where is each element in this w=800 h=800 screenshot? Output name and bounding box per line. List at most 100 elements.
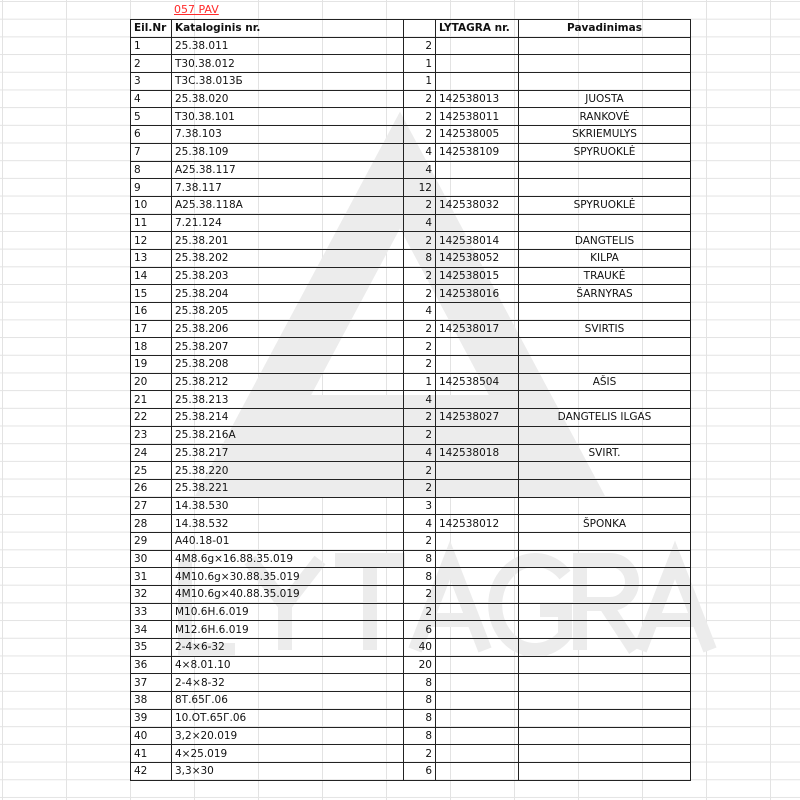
cell-eil-nr[interactable]: 1 xyxy=(130,36,172,56)
cell-quantity[interactable]: 2 xyxy=(403,478,436,498)
cell-quantity[interactable]: 1 xyxy=(403,54,436,74)
cell-katalog-nr[interactable]: Т30.38.101 xyxy=(171,107,404,127)
cell-lytagra-nr[interactable] xyxy=(435,425,519,445)
cell-katalog-nr[interactable]: 25.38.011 xyxy=(171,36,404,56)
cell-quantity[interactable]: 3 xyxy=(403,496,436,516)
cell-lytagra-nr[interactable]: 142538017 xyxy=(435,319,519,339)
cell-katalog-nr[interactable]: 3,2×20.019 xyxy=(171,726,404,746)
cell-eil-nr[interactable]: 35 xyxy=(130,638,172,657)
cell-lytagra-nr[interactable] xyxy=(435,744,519,763)
cell-quantity[interactable]: 2 xyxy=(403,461,436,480)
cell-lytagra-nr[interactable] xyxy=(435,531,519,551)
cell-quantity[interactable]: 4 xyxy=(403,213,436,233)
cell-lytagra-nr[interactable]: 142538018 xyxy=(435,443,519,463)
cell-eil-nr[interactable]: 22 xyxy=(130,408,172,427)
cell-katalog-nr[interactable]: 25.38.204 xyxy=(171,284,404,303)
cell-pavadinimas[interactable] xyxy=(518,708,691,728)
cell-lytagra-nr[interactable]: 142538504 xyxy=(435,372,519,392)
cell-katalog-nr[interactable]: 7.21.124 xyxy=(171,213,404,233)
cell-quantity[interactable]: 8 xyxy=(403,248,436,268)
cell-quantity[interactable]: 4 xyxy=(403,390,436,410)
cell-pavadinimas[interactable]: SPYRUOKLĖ xyxy=(518,195,691,215)
cell-lytagra-nr[interactable] xyxy=(435,567,519,586)
cell-eil-nr[interactable]: 12 xyxy=(130,231,172,250)
cell-lytagra-nr[interactable] xyxy=(435,302,519,321)
cell-katalog-nr[interactable]: А25.38.118А xyxy=(171,195,404,215)
cell-pavadinimas[interactable]: ŠARNYRAS xyxy=(518,284,691,303)
cell-katalog-nr[interactable]: Т3С.38.013Б xyxy=(171,72,404,91)
cell-lytagra-nr[interactable] xyxy=(435,36,519,56)
cell-quantity[interactable]: 4 xyxy=(403,160,436,180)
cell-lytagra-nr[interactable] xyxy=(435,160,519,180)
cell-lytagra-nr[interactable] xyxy=(435,602,519,622)
cell-quantity[interactable]: 2 xyxy=(403,89,436,109)
cell-quantity[interactable]: 8 xyxy=(403,673,436,693)
cell-eil-nr[interactable]: 41 xyxy=(130,744,172,763)
cell-katalog-nr[interactable]: 25.38.020 xyxy=(171,89,404,109)
cell-pavadinimas[interactable] xyxy=(518,761,691,781)
cell-lytagra-nr[interactable]: 142538013 xyxy=(435,89,519,109)
cell-eil-nr[interactable]: 29 xyxy=(130,531,172,551)
cell-pavadinimas[interactable]: SVIRT. xyxy=(518,443,691,463)
cell-quantity[interactable]: 1 xyxy=(403,372,436,392)
cell-pavadinimas[interactable] xyxy=(518,496,691,516)
cell-pavadinimas[interactable] xyxy=(518,160,691,180)
cell-katalog-nr[interactable]: 25.38.214 xyxy=(171,408,404,427)
cell-katalog-nr[interactable]: 25.38.203 xyxy=(171,266,404,286)
cell-katalog-nr[interactable]: 2-4×6-32 xyxy=(171,638,404,657)
cell-lytagra-nr[interactable] xyxy=(435,673,519,693)
cell-pavadinimas[interactable] xyxy=(518,638,691,657)
cell-pavadinimas[interactable] xyxy=(518,585,691,604)
cell-lytagra-nr[interactable] xyxy=(435,655,519,675)
cell-pavadinimas[interactable]: KILPA xyxy=(518,248,691,268)
cell-pavadinimas[interactable]: ŠPONKA xyxy=(518,514,691,533)
cell-pavadinimas[interactable]: SKRIEMULYS xyxy=(518,125,691,144)
cell-pavadinimas[interactable]: DANGTELIS ILGAS xyxy=(518,408,691,427)
cell-quantity[interactable]: 2 xyxy=(403,744,436,763)
cell-katalog-nr[interactable]: 4×25.019 xyxy=(171,744,404,763)
cell-katalog-nr[interactable]: 7.38.117 xyxy=(171,178,404,197)
cell-katalog-nr[interactable]: 25.38.217 xyxy=(171,443,404,463)
cell-lytagra-nr[interactable]: 142538015 xyxy=(435,266,519,286)
cell-katalog-nr[interactable]: 25.38.201 xyxy=(171,231,404,250)
cell-katalog-nr[interactable]: 2-4×8-32 xyxy=(171,673,404,693)
cell-katalog-nr[interactable]: 10.ОТ.65Г.06 xyxy=(171,708,404,728)
cell-lytagra-nr[interactable] xyxy=(435,390,519,410)
cell-pavadinimas[interactable] xyxy=(518,390,691,410)
cell-pavadinimas[interactable] xyxy=(518,673,691,693)
cell-lytagra-nr[interactable]: 142538011 xyxy=(435,107,519,127)
cell-quantity[interactable]: 2 xyxy=(403,195,436,215)
cell-eil-nr[interactable]: 33 xyxy=(130,602,172,622)
cell-quantity[interactable]: 2 xyxy=(403,602,436,622)
cell-eil-nr[interactable]: 5 xyxy=(130,107,172,127)
cell-quantity[interactable]: 12 xyxy=(403,178,436,197)
cell-lytagra-nr[interactable] xyxy=(435,478,519,498)
cell-lytagra-nr[interactable]: 142538016 xyxy=(435,284,519,303)
cell-lytagra-nr[interactable]: 142538052 xyxy=(435,248,519,268)
cell-pavadinimas[interactable] xyxy=(518,620,691,640)
cell-pavadinimas[interactable] xyxy=(518,744,691,763)
cell-katalog-nr[interactable]: Т30.38.012 xyxy=(171,54,404,74)
cell-eil-nr[interactable]: 42 xyxy=(130,761,172,781)
cell-katalog-nr[interactable]: 3,3×30 xyxy=(171,761,404,781)
cell-quantity[interactable]: 2 xyxy=(403,355,436,374)
cell-eil-nr[interactable]: 32 xyxy=(130,585,172,604)
cell-lytagra-nr[interactable] xyxy=(435,72,519,91)
cell-pavadinimas[interactable] xyxy=(518,567,691,586)
cell-katalog-nr[interactable]: 25.38.109 xyxy=(171,142,404,162)
cell-pavadinimas[interactable]: SVIRTIS xyxy=(518,319,691,339)
cell-quantity[interactable]: 6 xyxy=(403,761,436,781)
cell-quantity[interactable]: 8 xyxy=(403,567,436,586)
cell-lytagra-nr[interactable] xyxy=(435,54,519,74)
cell-pavadinimas[interactable] xyxy=(518,549,691,569)
cell-quantity[interactable]: 4 xyxy=(403,142,436,162)
cell-pavadinimas[interactable]: DANGTELIS xyxy=(518,231,691,250)
cell-quantity[interactable]: 4 xyxy=(403,443,436,463)
cell-lytagra-nr[interactable]: 142538027 xyxy=(435,408,519,427)
cell-lytagra-nr[interactable]: 142538032 xyxy=(435,195,519,215)
cell-katalog-nr[interactable]: 25.38.206 xyxy=(171,319,404,339)
cell-pavadinimas[interactable] xyxy=(518,655,691,675)
cell-eil-nr[interactable]: 10 xyxy=(130,195,172,215)
cell-quantity[interactable]: 8 xyxy=(403,691,436,710)
cell-lytagra-nr[interactable] xyxy=(435,337,519,357)
